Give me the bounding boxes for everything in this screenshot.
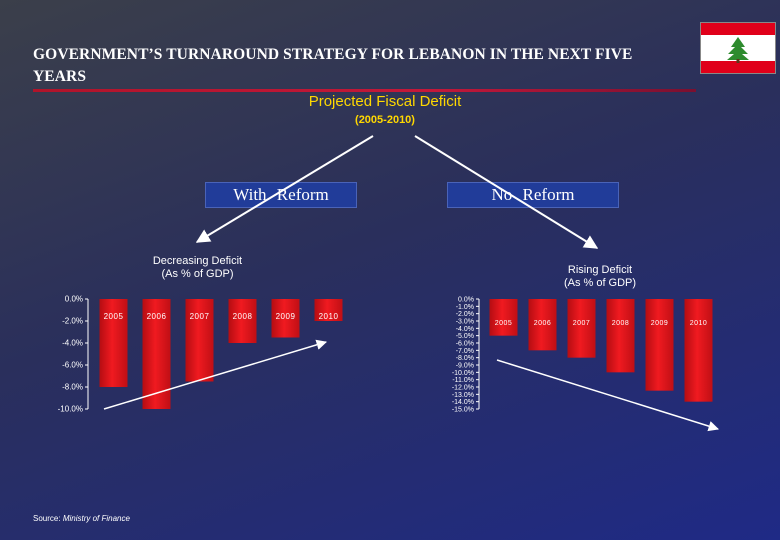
title-clip: GOVERNMENT’S TURNAROUND STRATEGY FOR LEB… — [0, 0, 700, 100]
rising-deficit-label: Rising Deficit (As % of GDP) — [540, 264, 660, 290]
bar-2009 — [271, 299, 300, 338]
y-tick-label: -13.0% — [452, 392, 474, 399]
with-reform-box: With Reform — [205, 182, 357, 208]
bar-2006 — [528, 299, 557, 351]
x-tick-label: 2010 — [690, 320, 708, 327]
y-tick-label: -14.0% — [452, 399, 474, 406]
arrow-to-with-reform — [195, 135, 374, 243]
y-tick-label: -6.0% — [456, 341, 474, 348]
rising-deficit-chart: 0.0%-1.0%-2.0%-3.0%-4.0%-5.0%-6.0%-7.0%-… — [452, 297, 713, 414]
bar-2010 — [314, 299, 343, 321]
y-tick-label: -8.0% — [62, 383, 83, 392]
x-tick-label: 2010 — [319, 312, 339, 321]
x-tick-label: 2009 — [651, 320, 669, 327]
bar-2008 — [606, 299, 635, 373]
source-label: Source: — [33, 514, 61, 523]
rising-trend-arrow — [496, 359, 720, 432]
y-tick-label: -5.0% — [456, 333, 474, 340]
rising-deficit-text: Rising Deficit (As % of GDP) — [563, 264, 637, 289]
source-value: Ministry of Finance — [62, 514, 130, 523]
source-note: Source: Ministry of Finance — [33, 514, 130, 523]
bar-2009 — [645, 299, 674, 391]
flag-bottom-stripe — [701, 61, 775, 73]
y-tick-label: -2.0% — [62, 317, 83, 326]
bar-2005 — [489, 299, 518, 336]
chart-subtitle: Projected Fiscal Deficit — [308, 93, 462, 110]
title-underline — [33, 89, 696, 92]
y-tick-label: -11.0% — [452, 377, 474, 384]
cedar-icon — [727, 37, 749, 63]
y-tick-label: -8.0% — [456, 355, 474, 362]
lebanon-flag-icon — [700, 22, 776, 74]
x-tick-label: 2005 — [104, 312, 124, 321]
x-tick-label: 2006 — [534, 320, 552, 327]
x-tick-label: 2007 — [190, 312, 210, 321]
x-tick-label: 2009 — [276, 312, 296, 321]
y-tick-label: 0.0% — [65, 295, 83, 304]
y-tick-label: -2.0% — [456, 311, 474, 318]
y-tick-label: -9.0% — [456, 363, 474, 370]
chart-period: (2005-2010) — [355, 114, 415, 126]
bar-2008 — [228, 299, 257, 343]
decreasing-deficit-text: Decreasing Deficit (As % of GDP) — [152, 255, 243, 280]
y-tick-label: -10.0% — [452, 370, 474, 377]
page-title: GOVERNMENT’S TURNAROUND STRATEGY FOR LEB… — [33, 46, 633, 85]
x-tick-label: 2006 — [147, 312, 167, 321]
y-tick-label: -15.0% — [452, 407, 474, 414]
y-tick-label: -7.0% — [456, 348, 474, 355]
decreasing-trend-arrow — [103, 339, 328, 410]
x-tick-label: 2008 — [612, 320, 630, 327]
x-tick-label: 2008 — [233, 312, 253, 321]
y-tick-label: -4.0% — [456, 326, 474, 333]
bar-2007 — [185, 299, 214, 382]
y-tick-label: -4.0% — [62, 339, 83, 348]
y-tick-label: -3.0% — [456, 319, 474, 326]
y-tick-label: -6.0% — [62, 361, 83, 370]
flag-top-stripe — [701, 23, 775, 35]
y-tick-label: 0.0% — [458, 297, 474, 304]
bar-2007 — [567, 299, 596, 358]
bar-2005 — [99, 299, 128, 387]
y-tick-label: -12.0% — [452, 385, 474, 392]
arrow-to-no-reform — [414, 135, 599, 249]
y-tick-label: -1.0% — [456, 304, 474, 311]
decreasing-deficit-chart: 0.0% -2.0% -4.0% -6.0% -8.0% -10.0% 2005 2006 20… — [58, 295, 343, 414]
no-reform-box: No Reform — [447, 182, 619, 208]
x-tick-label: 2007 — [573, 320, 591, 327]
y-tick-label: -10.0% — [58, 405, 83, 414]
decreasing-deficit-label: Decreasing Deficit (As % of GDP) — [130, 255, 265, 281]
bar-2010 — [684, 299, 713, 402]
x-tick-label: 2005 — [495, 320, 513, 327]
